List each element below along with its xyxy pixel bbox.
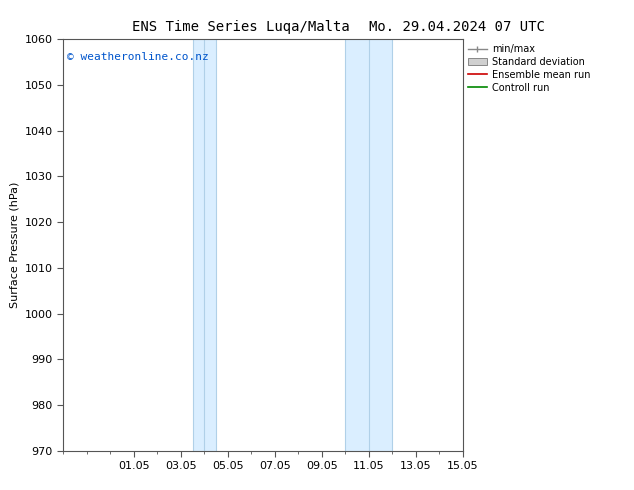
Text: ENS Time Series Luqa/Malta: ENS Time Series Luqa/Malta bbox=[132, 20, 350, 34]
Y-axis label: Surface Pressure (hPa): Surface Pressure (hPa) bbox=[10, 182, 19, 308]
Text: © weatheronline.co.nz: © weatheronline.co.nz bbox=[67, 51, 209, 62]
Bar bbox=[346, 39, 392, 451]
Bar bbox=[193, 39, 216, 451]
Text: Mo. 29.04.2024 07 UTC: Mo. 29.04.2024 07 UTC bbox=[368, 20, 545, 34]
Legend: min/max, Standard deviation, Ensemble mean run, Controll run: min/max, Standard deviation, Ensemble me… bbox=[468, 44, 590, 93]
